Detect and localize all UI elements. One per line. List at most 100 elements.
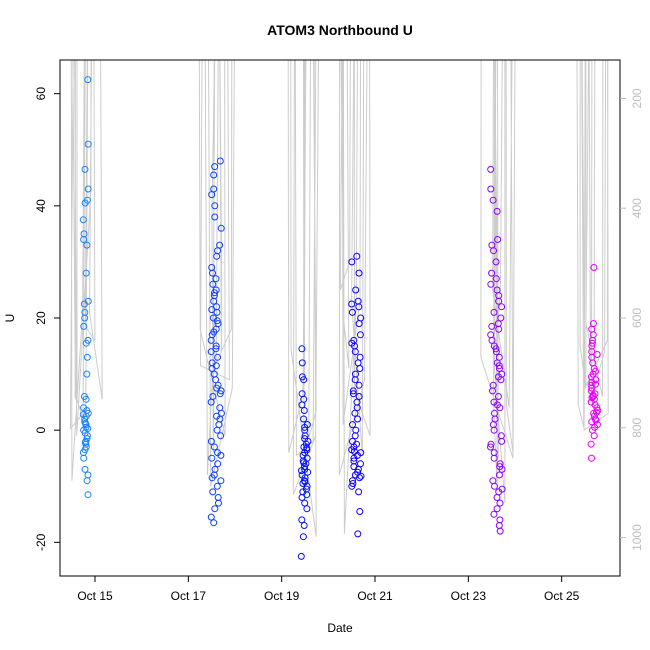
data-point	[587, 440, 595, 448]
data-point	[207, 437, 215, 445]
x-tick-label: Oct 23	[451, 589, 487, 603]
data-point	[349, 387, 357, 395]
x-tick-label: Oct 17	[171, 589, 207, 603]
y-tick-label: 40	[34, 199, 48, 213]
data-point	[209, 280, 217, 288]
data-point	[207, 348, 215, 356]
data-point	[217, 432, 225, 440]
y-axis-label: U	[3, 314, 17, 323]
data-point	[212, 362, 220, 370]
data-point	[355, 320, 363, 328]
data-point	[213, 412, 221, 420]
data-point	[593, 404, 601, 412]
data-point	[210, 328, 218, 336]
data-point	[214, 460, 222, 468]
data-point	[495, 325, 503, 333]
data-point	[590, 264, 598, 271]
data-point	[298, 359, 306, 367]
data-point	[592, 380, 599, 388]
data-point	[354, 530, 362, 538]
data-point	[84, 471, 92, 479]
data-point	[353, 252, 361, 260]
data-point	[81, 465, 89, 473]
y-axis-right: 200 400 600 800 1000	[620, 88, 644, 551]
data-point	[212, 342, 220, 350]
data-point	[297, 552, 305, 560]
data-point	[300, 459, 308, 467]
data-point	[213, 384, 221, 392]
data-point	[348, 258, 356, 266]
data-point	[210, 443, 218, 451]
y-axis: -20 0 20 40 60	[34, 87, 60, 551]
y-tick-label: -20	[34, 533, 48, 551]
data-point	[298, 494, 306, 501]
data-point	[81, 199, 89, 207]
data-point	[495, 373, 502, 381]
data-point	[487, 185, 495, 193]
data-point	[489, 196, 497, 204]
data-point	[355, 303, 363, 311]
data-point	[209, 269, 216, 277]
data-point	[592, 416, 600, 424]
data-point	[489, 477, 497, 485]
data-point	[215, 421, 223, 429]
x-tick-label: Oct 25	[544, 589, 580, 603]
data-point	[489, 421, 497, 429]
chart-title: ATOM3 Northbound U	[267, 22, 413, 38]
x-tick-label: Oct 21	[357, 589, 393, 603]
data-point	[351, 376, 359, 384]
data-point	[301, 423, 309, 431]
data-point	[357, 472, 365, 480]
y-tick-label: 20	[34, 311, 48, 325]
data-point	[493, 401, 501, 409]
data-point	[588, 454, 595, 462]
data-point	[214, 247, 221, 255]
data-point	[356, 365, 364, 372]
right-tick-label: 800	[630, 417, 644, 437]
data-point	[303, 505, 311, 513]
data-point	[81, 165, 89, 173]
data-point	[210, 519, 218, 527]
data-point	[348, 300, 356, 308]
data-point	[496, 516, 504, 524]
data-point	[493, 505, 501, 513]
data-point	[490, 510, 498, 518]
data-point	[211, 289, 218, 297]
data-point	[83, 477, 91, 485]
y-tick-label: 60	[34, 87, 48, 101]
data-point	[493, 207, 501, 215]
data-point	[487, 165, 495, 173]
data-point	[498, 437, 506, 445]
data-point	[355, 269, 363, 277]
data-point	[349, 421, 356, 429]
data-point	[83, 353, 91, 361]
data-point	[590, 432, 598, 440]
data-point	[213, 317, 221, 325]
data-point	[492, 348, 500, 356]
data-point	[211, 202, 219, 210]
data-point	[210, 297, 218, 305]
data-point	[79, 411, 87, 418]
data-point	[356, 474, 363, 482]
data-point	[298, 467, 305, 475]
data-point	[356, 508, 364, 515]
data-point	[494, 236, 502, 243]
data-point	[356, 331, 364, 339]
data-point	[304, 468, 312, 476]
data-point	[487, 280, 495, 288]
data-point	[350, 448, 358, 455]
data-point	[217, 224, 225, 232]
y-tick-label: 0	[34, 427, 48, 434]
data-point	[489, 387, 496, 395]
data-point	[207, 513, 215, 521]
data-point	[498, 485, 506, 493]
data-point	[301, 435, 309, 443]
data-point	[348, 339, 356, 347]
data-point	[588, 384, 596, 392]
data-point	[354, 465, 362, 473]
data-point	[84, 140, 92, 148]
data-point	[212, 275, 220, 283]
data-point	[208, 191, 216, 199]
data-point	[215, 499, 222, 507]
